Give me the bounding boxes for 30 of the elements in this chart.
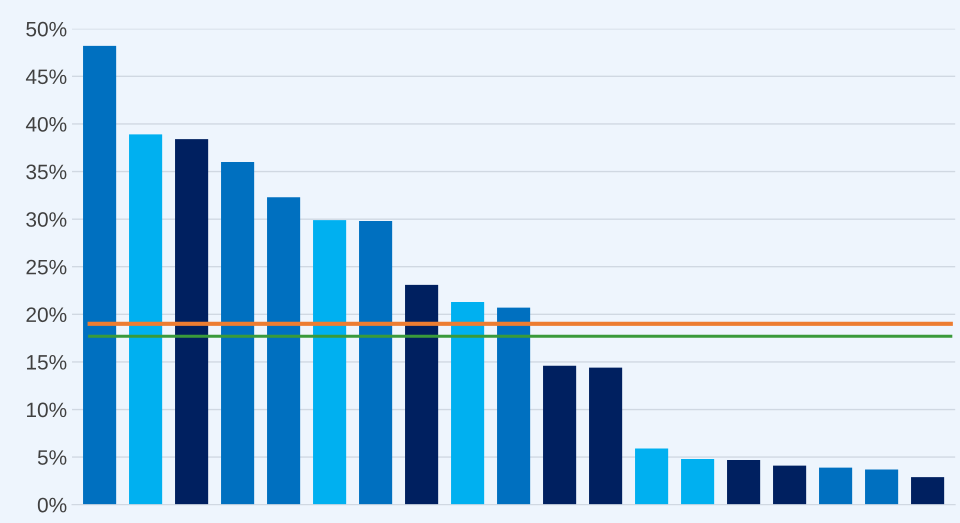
bar bbox=[359, 221, 392, 505]
bar bbox=[451, 302, 484, 505]
y-tick-label: 40% bbox=[26, 116, 66, 132]
bar bbox=[865, 469, 898, 505]
y-tick-label: 50% bbox=[26, 22, 66, 37]
y-tick-label: 20% bbox=[26, 307, 66, 322]
y-tick-label: 15% bbox=[27, 355, 66, 370]
bar bbox=[83, 46, 116, 505]
bar bbox=[405, 284, 438, 505]
bar bbox=[543, 366, 576, 505]
bar bbox=[175, 139, 208, 505]
bar bbox=[589, 368, 622, 505]
bar bbox=[497, 308, 530, 505]
bar bbox=[681, 459, 714, 505]
y-tick-label: 5% bbox=[38, 450, 66, 465]
bar bbox=[727, 460, 760, 505]
bar bbox=[129, 134, 162, 505]
y-tick-label: 10% bbox=[27, 402, 66, 418]
y-tick-label: 45% bbox=[26, 69, 66, 84]
y-tick-label: 25% bbox=[26, 260, 66, 274]
y-tick-label: 30% bbox=[26, 212, 66, 227]
bar bbox=[911, 477, 944, 505]
y-tick-label: 35% bbox=[26, 164, 66, 180]
bar bbox=[819, 468, 852, 505]
bar bbox=[773, 466, 806, 505]
bar bbox=[221, 162, 254, 505]
bar bbox=[313, 220, 346, 505]
bar bbox=[267, 197, 300, 505]
y-tick-label: 0% bbox=[38, 498, 66, 512]
bar bbox=[635, 448, 668, 505]
